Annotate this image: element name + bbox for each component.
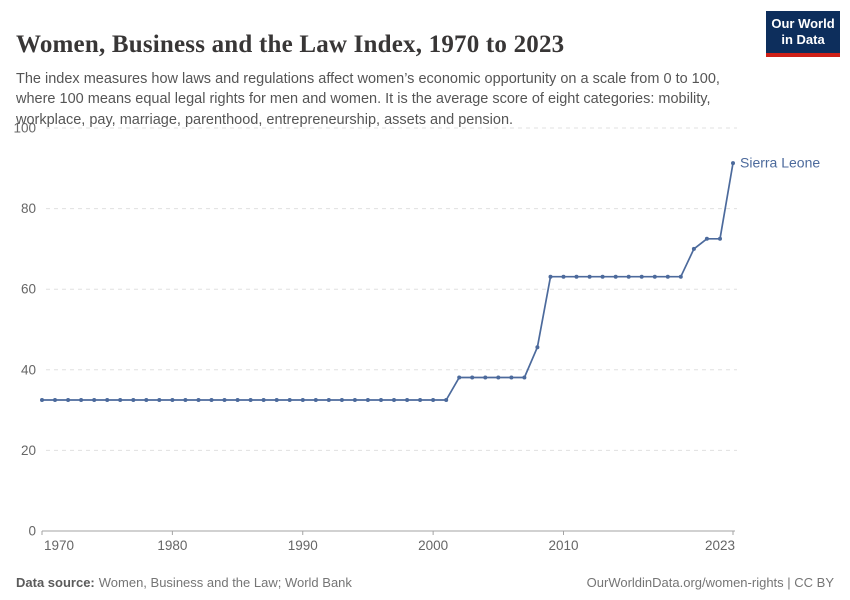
data-point: [365, 398, 370, 402]
y-tick-label: 0: [28, 524, 36, 539]
data-point: [496, 375, 501, 380]
line-chart-canvas: 0 20 40 60 80 100 1970 1980 1990 2000 2010 2023 Sier…: [13, 121, 820, 554]
data-point: [183, 398, 188, 402]
data-point: [379, 398, 383, 402]
y-tick-label: 100: [13, 121, 36, 136]
data-point: [196, 398, 201, 402]
data-point: [718, 236, 722, 241]
owid-logo-line2: in Data: [781, 31, 825, 47]
data-source-text: Women, Business and the Law; World Bank: [98, 575, 352, 590]
owid-logo-line1: Our World: [771, 16, 835, 31]
data-point: [613, 274, 618, 279]
y-tick-label: 20: [21, 443, 36, 458]
data-point: [626, 274, 631, 279]
data-point: [105, 398, 110, 402]
x-tick-label: 2000: [418, 538, 448, 553]
data-point: [431, 398, 436, 402]
x-tick-label: 1980: [157, 538, 187, 553]
data-point: [731, 161, 735, 166]
data-point: [470, 375, 475, 380]
data-point: [352, 398, 357, 402]
data-point: [131, 398, 136, 402]
data-point: [53, 398, 57, 402]
data-point: [574, 274, 579, 279]
data-point: [509, 375, 514, 380]
data-point: [300, 398, 305, 402]
data-point: [274, 398, 279, 402]
data-point: [535, 345, 540, 350]
chart-subtitle: The index measures how laws and regulati…: [16, 70, 720, 128]
data-point: [248, 398, 253, 402]
data-point: [209, 398, 214, 402]
data-point: [483, 375, 488, 380]
data-point: [418, 398, 423, 402]
x-tick-label: 1990: [288, 538, 318, 553]
data-point: [92, 398, 97, 402]
y-tick-label: 80: [21, 201, 36, 216]
data-point: [444, 398, 449, 402]
data-point: [222, 398, 227, 402]
data-point: [261, 398, 266, 402]
data-point: [235, 398, 240, 402]
data-point: [665, 274, 670, 279]
data-point: [157, 398, 162, 402]
data-point: [144, 398, 149, 402]
data-point: [326, 398, 331, 402]
data-point: [170, 398, 175, 402]
chart-footer: Data source: Women, Business and the Law;…: [16, 575, 834, 590]
data-point: [652, 274, 657, 279]
data-point: [118, 398, 123, 402]
data-point: [339, 398, 344, 402]
data-source-label: Data source:: [16, 575, 95, 590]
page-title: Women, Business and the Law Index, 1970 …: [16, 30, 565, 58]
entity-label: Sierra Leone: [740, 155, 820, 171]
data-point: [678, 274, 683, 279]
data-source: Data source: Women, Business and the Law;…: [16, 575, 352, 590]
data-point: [522, 375, 527, 380]
data-point: [40, 398, 44, 402]
x-tick-label: 2010: [548, 538, 578, 553]
data-point: [548, 274, 553, 279]
x-tick-label: 2023: [705, 538, 735, 553]
data-point: [66, 398, 71, 402]
y-tick-label: 40: [21, 362, 36, 377]
chart-line: [42, 162, 734, 401]
data-point: [392, 398, 396, 402]
y-tick-label: 60: [21, 282, 36, 297]
data-point: [313, 398, 318, 402]
data-point: [587, 274, 592, 279]
data-point: [704, 236, 709, 241]
data-point: [639, 274, 644, 279]
x-tick-label: 1970: [44, 538, 74, 553]
data-point: [691, 246, 696, 251]
owid-logo: Our World in Data: [766, 11, 840, 58]
data-point: [405, 398, 410, 402]
data-point: [79, 398, 84, 402]
data-point: [457, 375, 462, 380]
data-point: [561, 274, 566, 279]
data-point: [600, 274, 605, 279]
data-point: [287, 398, 292, 402]
attribution: OurWorldinData.org/women-rights | CC BY: [586, 575, 834, 590]
